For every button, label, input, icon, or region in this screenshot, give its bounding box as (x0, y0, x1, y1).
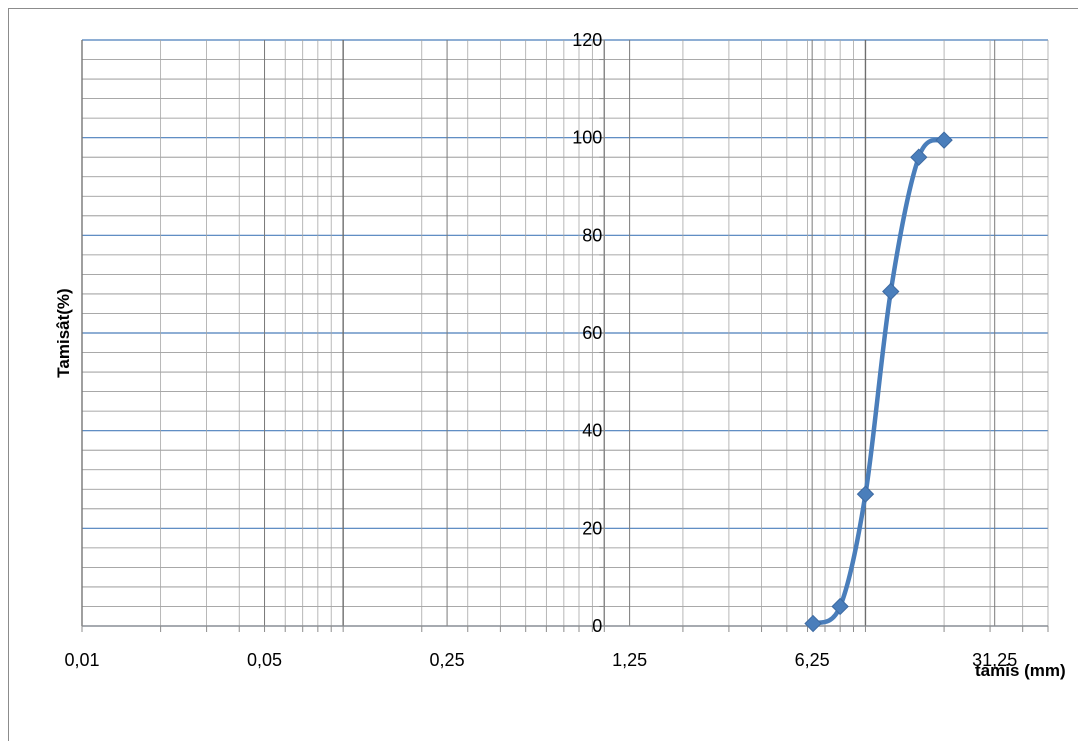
y-tick-label: 100 (572, 128, 602, 148)
x-tick-label: 31,25 (972, 650, 1017, 670)
y-tick-label: 20 (582, 518, 602, 538)
data-point-marker (856, 485, 875, 503)
y-tick-label: 80 (582, 225, 602, 245)
x-axis-title: tamis (mm) (975, 661, 1066, 680)
label-layer: 0 20 40 60 80 100 120 0,01 0,05 0,25 1,25 6,25 31,25 (64, 30, 1017, 670)
data-point-marker (831, 597, 849, 616)
chart-frame (8, 8, 1078, 741)
data-point-marker (935, 131, 953, 149)
x-tick-label: 0,25 (430, 650, 465, 670)
x-tick-label: 0,01 (64, 650, 99, 670)
data-point-marker (910, 148, 928, 166)
y-tick-label: 0 (592, 616, 602, 636)
x-tick-label: 6,25 (795, 650, 830, 670)
grid-layer (81, 39, 1049, 627)
y-tick-label: 60 (582, 323, 602, 343)
series-layer (804, 131, 953, 633)
data-point-marker (804, 614, 822, 633)
series-line (811, 137, 946, 626)
y-tick-label: 40 (582, 421, 602, 441)
axis-layer (81, 39, 1049, 632)
x-tick-label: 1,25 (612, 650, 647, 670)
data-point-marker (882, 282, 900, 301)
x-tick-label: 0,05 (247, 650, 282, 670)
y-tick-label: 120 (572, 30, 602, 50)
y-axis-title: Tamisât(%) (54, 288, 73, 377)
